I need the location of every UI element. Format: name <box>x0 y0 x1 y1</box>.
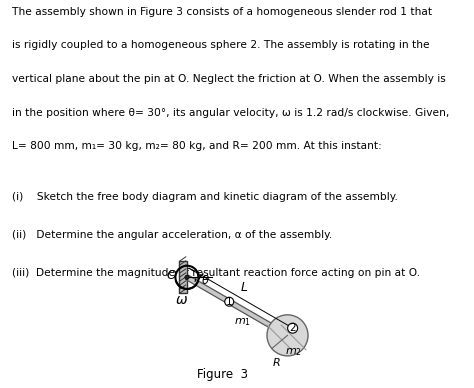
Circle shape <box>267 315 308 356</box>
Text: is rigidly coupled to a homogeneous sphere 2. The assembly is rotating in the: is rigidly coupled to a homogeneous sphe… <box>12 40 429 50</box>
Text: $m_1$: $m_1$ <box>234 317 251 328</box>
Circle shape <box>225 297 234 306</box>
Circle shape <box>185 275 189 279</box>
Text: in the position where θ= 30°, its angular velocity, ω is 1.2 rad/s clockwise. Gi: in the position where θ= 30°, its angula… <box>12 107 449 118</box>
Text: (ii)   Determine the angular acceleration, α of the assembly.: (ii) Determine the angular acceleration,… <box>12 230 332 240</box>
Text: 2: 2 <box>289 323 296 333</box>
Text: (i)    Sketch the free body diagram and kinetic diagram of the assembly.: (i) Sketch the free body diagram and kin… <box>12 192 398 202</box>
Polygon shape <box>186 275 289 338</box>
Text: $R$: $R$ <box>272 356 281 368</box>
Text: $O$: $O$ <box>166 269 178 282</box>
Text: 1: 1 <box>226 297 233 307</box>
Text: (iii)  Determine the magnitude of resultant reaction force acting on pin at O.: (iii) Determine the magnitude of resulta… <box>12 268 420 278</box>
Text: The assembly shown in Figure 3 consists of a homogeneous slender rod 1 that: The assembly shown in Figure 3 consists … <box>12 7 432 17</box>
Bar <box>179 261 187 293</box>
Circle shape <box>288 323 298 333</box>
Text: vertical plane about the pin at O. Neglect the friction at O. When the assembly : vertical plane about the pin at O. Negle… <box>12 74 446 84</box>
Text: L= 800 mm, m₁= 30 kg, m₂= 80 kg, and R= 200 mm. At this instant:: L= 800 mm, m₁= 30 kg, m₂= 80 kg, and R= … <box>12 141 382 151</box>
Text: $m_2$: $m_2$ <box>285 346 302 359</box>
Text: $\it{L}$: $\it{L}$ <box>240 281 248 294</box>
Text: Figure  3: Figure 3 <box>197 368 248 381</box>
Text: $\omega$: $\omega$ <box>175 293 188 307</box>
Text: $\theta$: $\theta$ <box>201 274 210 287</box>
